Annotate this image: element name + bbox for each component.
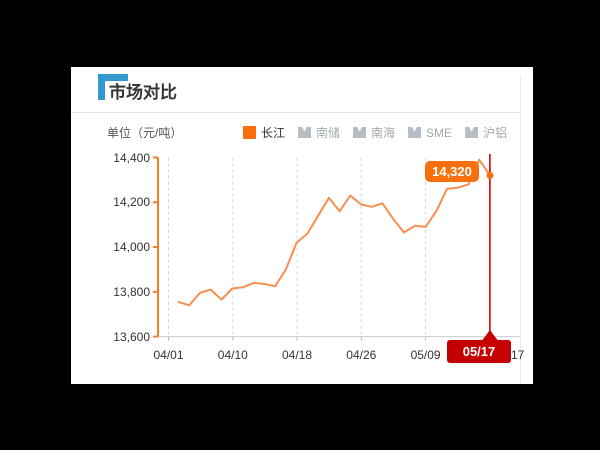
active-series-swatch-icon <box>243 126 256 139</box>
y-axis-tick-label: 14,000 <box>113 240 150 254</box>
legend-label: SME <box>426 125 453 140</box>
price-line-chart[interactable] <box>71 67 533 384</box>
legend-label: 沪铝 <box>483 126 508 140</box>
legend-label: 长江 <box>261 126 286 140</box>
x-axis-tick-label: 04/26 <box>346 348 377 362</box>
y-axis-tick-label: 14,200 <box>113 195 150 210</box>
x-axis-tick-label: 04/10 <box>217 348 248 362</box>
legend-item-changjiang[interactable]: 长江 <box>243 124 285 141</box>
title-divider <box>71 112 520 113</box>
x-axis-tick-label: 05/09 <box>410 348 441 362</box>
market-compare-card: 市场对比 单位（元/吨） 长江 南储 南海 SME 沪铝 <box>71 67 533 384</box>
x-axis-tick-label: 04/01 <box>153 348 184 362</box>
last-date-badge: 05/17 <box>447 340 511 363</box>
chart-legend: 长江 南储 南海 SME 沪铝 <box>243 124 507 141</box>
m-series-icon <box>408 127 422 138</box>
m-series-icon <box>465 127 479 138</box>
legend-item-nanchu[interactable]: 南储 <box>298 124 340 141</box>
m-series-icon <box>353 127 367 138</box>
unit-label: 单位（元/吨） <box>107 126 183 140</box>
page-title: 市场对比 <box>109 83 177 102</box>
legend-item-hulv[interactable]: 沪铝 <box>465 124 507 141</box>
y-axis-tick-label: 13,800 <box>113 284 150 299</box>
corner-bracket-icon <box>98 74 128 100</box>
m-series-icon <box>298 127 312 138</box>
legend-label: 南海 <box>371 126 396 140</box>
y-axis-tick-label: 13,600 <box>113 329 150 344</box>
last-value-bubble: 14,320 <box>425 161 479 182</box>
card-right-border <box>520 75 521 384</box>
legend-item-sme[interactable]: SME <box>408 126 452 140</box>
y-axis-tick-label: 14,400 <box>113 150 150 165</box>
partial-x-axis-tick-label: 17 <box>511 348 525 362</box>
legend-item-nanhai[interactable]: 南海 <box>353 124 395 141</box>
legend-label: 南储 <box>316 126 341 140</box>
x-axis-tick-label: 04/18 <box>281 348 313 362</box>
